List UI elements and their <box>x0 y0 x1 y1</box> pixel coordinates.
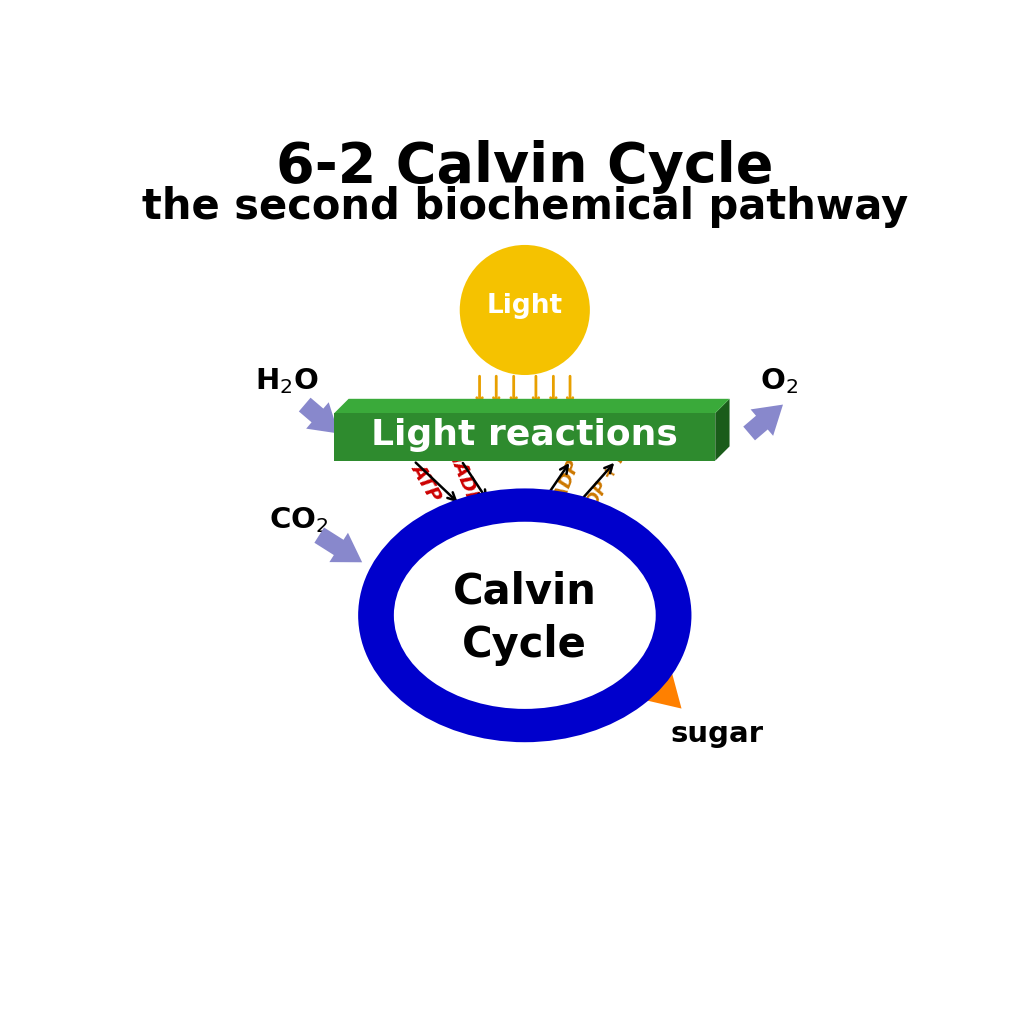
Text: Light reactions: Light reactions <box>372 418 678 452</box>
Ellipse shape <box>358 488 691 743</box>
Text: H$_2$O: H$_2$O <box>255 367 318 397</box>
FancyBboxPatch shape <box>334 413 715 460</box>
Polygon shape <box>334 399 729 413</box>
Text: the second biochemical pathway: the second biochemical pathway <box>141 185 908 228</box>
Circle shape <box>460 245 590 375</box>
Text: Calvin: Calvin <box>453 571 597 613</box>
Text: NADPH: NADPH <box>442 445 489 524</box>
Text: Light: Light <box>486 293 563 319</box>
Text: CO$_2$: CO$_2$ <box>269 506 329 535</box>
Text: 6-2 Calvin Cycle: 6-2 Calvin Cycle <box>276 140 773 195</box>
Text: ADP + Pi: ADP + Pi <box>579 442 635 522</box>
Text: sugar: sugar <box>671 720 763 748</box>
Text: ATP: ATP <box>408 459 444 505</box>
Text: O$_2$: O$_2$ <box>760 367 798 397</box>
Ellipse shape <box>394 522 655 709</box>
Polygon shape <box>715 399 729 460</box>
Text: NADP⁺: NADP⁺ <box>545 448 587 516</box>
Text: Cycle: Cycle <box>463 624 587 666</box>
